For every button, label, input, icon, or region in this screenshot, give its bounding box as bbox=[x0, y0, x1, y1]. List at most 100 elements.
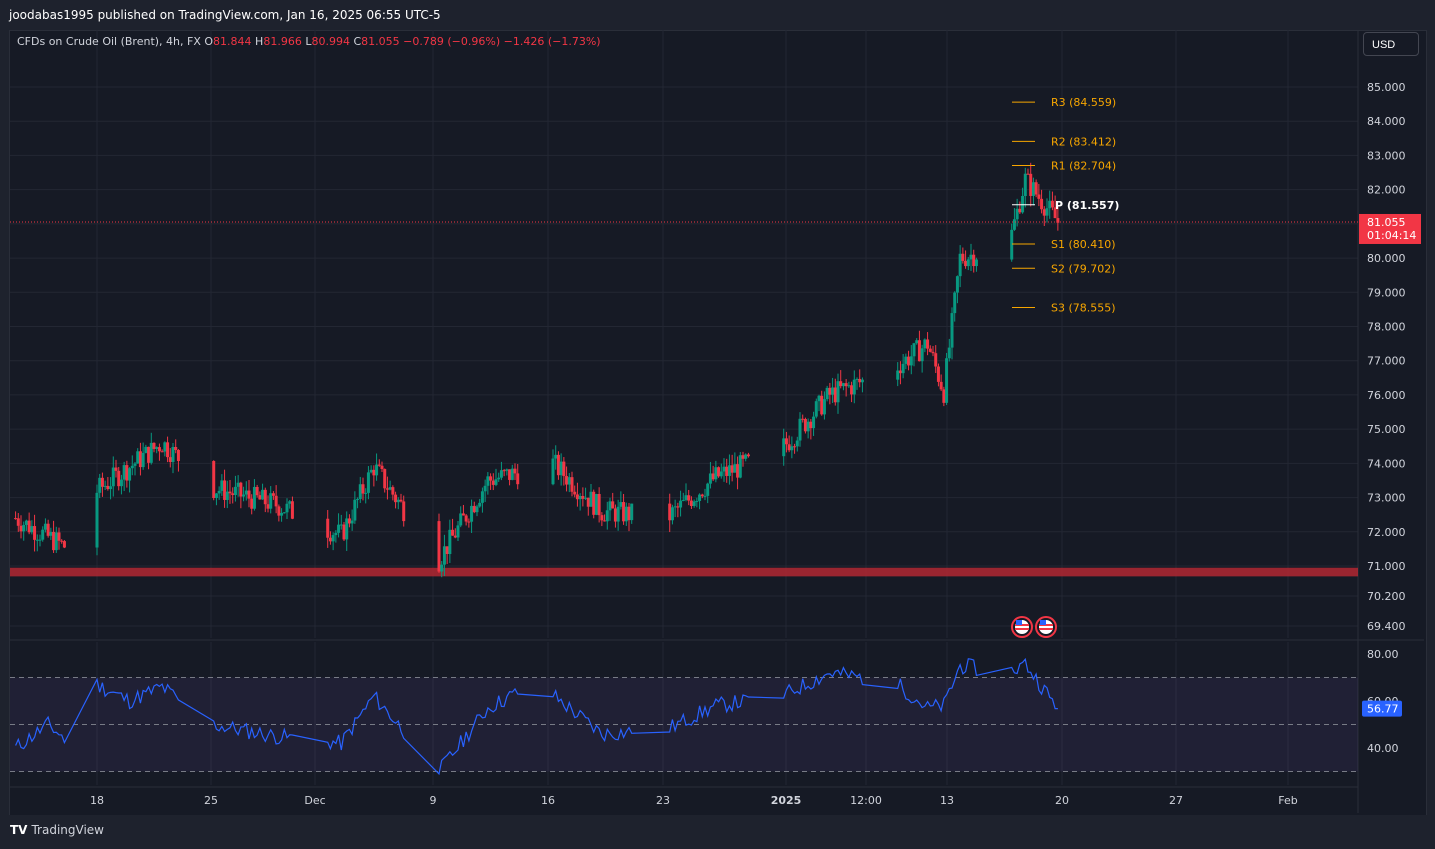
candle-body bbox=[166, 442, 170, 458]
candle-body bbox=[1040, 198, 1044, 210]
candle-body bbox=[909, 356, 913, 366]
candle-body bbox=[600, 515, 604, 521]
symbol-name[interactable]: CFDs on Crude Oil (Brent), 4h, FX bbox=[17, 35, 201, 48]
candle-body bbox=[1015, 208, 1019, 220]
candle-body bbox=[822, 399, 826, 415]
candle-body bbox=[698, 494, 702, 501]
candle-body bbox=[744, 454, 748, 459]
candle-body bbox=[684, 495, 688, 500]
candle-body bbox=[828, 387, 832, 395]
candle-body bbox=[616, 506, 620, 522]
candle-body bbox=[622, 502, 626, 522]
candle-body bbox=[974, 259, 978, 267]
candle-body bbox=[266, 504, 270, 509]
candle-body bbox=[809, 421, 813, 429]
candle-body bbox=[958, 253, 962, 277]
candle-body bbox=[719, 471, 723, 477]
candle-body bbox=[396, 499, 400, 503]
candle-body bbox=[130, 465, 134, 469]
candle-body bbox=[155, 447, 159, 449]
candle-body bbox=[942, 389, 946, 403]
currency-button[interactable]: USD bbox=[1363, 32, 1419, 56]
time-axis[interactable]: 18 25 Dec 9 16 23 2025 12:00 13 20 27 Feb bbox=[90, 794, 1298, 807]
candle-body bbox=[730, 465, 734, 473]
candle-body bbox=[288, 501, 292, 504]
candle-body bbox=[1023, 173, 1027, 197]
candle-body bbox=[364, 492, 368, 494]
us-flag-event-icon[interactable] bbox=[1011, 616, 1033, 638]
candle-body bbox=[95, 492, 99, 548]
candle-body bbox=[280, 512, 284, 516]
candle-body bbox=[385, 488, 389, 490]
candle-body bbox=[369, 469, 373, 473]
candle-body bbox=[926, 339, 930, 349]
candle-body bbox=[722, 466, 726, 472]
candle-body bbox=[459, 513, 463, 526]
ohlc-legend: CFDs on Crude Oil (Brent), 4h, FX O81.84… bbox=[17, 35, 601, 48]
candle-body bbox=[60, 540, 64, 542]
candle-body bbox=[508, 469, 512, 480]
candle-body bbox=[570, 477, 574, 492]
candle-body bbox=[117, 470, 121, 487]
time-tick-label: Dec bbox=[304, 794, 325, 807]
candle-body bbox=[915, 340, 919, 344]
candle-body bbox=[337, 524, 341, 533]
candle-body bbox=[109, 486, 113, 490]
candle-body bbox=[738, 455, 742, 478]
candle-body bbox=[964, 260, 968, 267]
candle-body bbox=[1045, 208, 1049, 216]
tradingview-logo-text: TradingView bbox=[31, 823, 104, 837]
tradingview-logo-icon: TV bbox=[10, 823, 28, 837]
candle-body bbox=[1012, 219, 1016, 230]
candle-body bbox=[22, 524, 26, 532]
candle-body bbox=[239, 482, 243, 497]
candle-body bbox=[725, 466, 729, 476]
candle-body bbox=[676, 506, 680, 508]
chart-frame[interactable] bbox=[9, 30, 1427, 816]
candle-body bbox=[111, 467, 115, 487]
candle-body bbox=[358, 484, 362, 499]
candle-body bbox=[171, 446, 175, 463]
candle-body bbox=[565, 476, 569, 485]
candle-body bbox=[1021, 196, 1025, 213]
candle-body bbox=[945, 358, 949, 403]
price-axis[interactable]: 85.00084.00083.00082.00081.00080.00079.0… bbox=[1359, 81, 1421, 633]
candle-body bbox=[1053, 207, 1057, 219]
candle-body bbox=[711, 473, 715, 480]
candle-body bbox=[402, 501, 406, 522]
candle-body bbox=[961, 253, 965, 261]
candle-body bbox=[252, 486, 256, 509]
tradingview-logo[interactable]: TV TradingView bbox=[10, 823, 104, 837]
candle-body bbox=[969, 254, 973, 260]
candle-body bbox=[263, 489, 267, 505]
candle-body bbox=[673, 506, 677, 508]
close-label: C bbox=[353, 35, 362, 48]
candle-body bbox=[787, 444, 791, 451]
candle-body bbox=[57, 532, 61, 541]
low-label: L bbox=[305, 35, 312, 48]
us-flag-event-icon[interactable] bbox=[1035, 616, 1057, 638]
candle-body bbox=[931, 351, 935, 354]
candle-body bbox=[233, 486, 237, 496]
candle-body bbox=[1050, 200, 1054, 208]
time-tick-label: 13 bbox=[940, 794, 954, 807]
candle-body bbox=[269, 493, 273, 509]
candle-body bbox=[551, 458, 555, 485]
candle-body bbox=[907, 356, 911, 366]
candle-body bbox=[54, 532, 58, 551]
price-tick-label: 82.000 bbox=[1367, 184, 1406, 197]
candle-body bbox=[119, 479, 123, 487]
candles[interactable] bbox=[14, 162, 1060, 578]
candle-body bbox=[562, 461, 566, 477]
change-value: −0.789 (−0.96%) bbox=[403, 35, 501, 48]
candle-body bbox=[168, 457, 172, 463]
candle-body bbox=[575, 494, 579, 500]
rsi-value-label: 56.77 bbox=[1367, 703, 1399, 716]
pivot-levels[interactable]: R3 (84.559) R2 (83.412) R1 (82.704) P (81.5… bbox=[1012, 96, 1119, 315]
support-zone[interactable] bbox=[10, 567, 1358, 577]
candle-body bbox=[782, 438, 786, 457]
rsi-line bbox=[15, 657, 1058, 776]
candle-body bbox=[125, 465, 129, 481]
